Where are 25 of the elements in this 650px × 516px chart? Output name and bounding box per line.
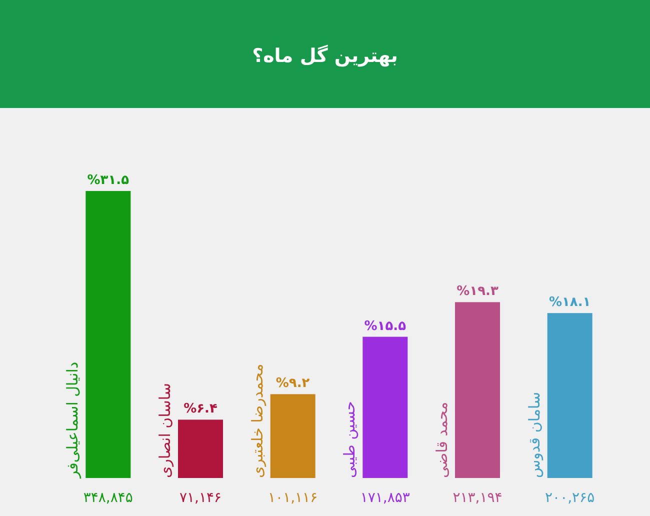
x-tick-label: محمد قاضی: [433, 402, 451, 478]
bar: [455, 302, 500, 478]
data-label: %۱۹.۳: [456, 284, 498, 300]
x-tick-label: محمدرضا خلعتبری: [248, 364, 266, 478]
bar: [362, 336, 408, 478]
data-label: %۳۱.۵: [87, 173, 130, 188]
text: ۱۷۱,۸۵۳: [360, 490, 410, 506]
bar: [270, 394, 316, 478]
text: ۲۰۰,۲۶۵: [545, 490, 595, 506]
data-label: %۱۵.۵: [364, 318, 406, 334]
text: ۲۱۳,۱۹۴: [452, 490, 502, 506]
text: ۳۴۸,۸۴۵: [83, 490, 133, 506]
text: ۱۰۱,۱۱۶: [268, 490, 318, 506]
x-tick-label: دانیال اسماعیلی‌فر: [64, 362, 82, 479]
data-label: %۱۸.۱: [548, 295, 591, 310]
x-tick-label: ساسان انصاری: [156, 383, 174, 478]
data-label: %۹.۲: [276, 376, 310, 392]
x-tick-label: حسین طیبی: [340, 401, 359, 478]
bar: [547, 313, 592, 478]
bar: [178, 420, 223, 478]
data-label: %۶.۴: [184, 402, 218, 417]
text: ۷۱,۱۴۶: [179, 490, 222, 506]
x-tick-label: سامان قدوس: [525, 392, 544, 478]
bar: [86, 191, 131, 478]
chart-title: بهترین گل ماه؟: [252, 44, 398, 67]
